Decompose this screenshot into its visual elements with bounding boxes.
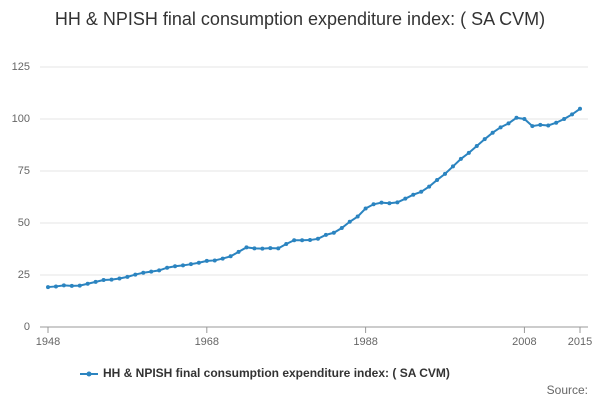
point xyxy=(546,123,551,128)
point xyxy=(403,196,408,201)
point xyxy=(498,125,503,130)
point xyxy=(308,238,313,243)
point xyxy=(157,268,162,273)
point xyxy=(562,117,567,121)
x-tick-label: 1968 xyxy=(195,336,219,348)
series-line xyxy=(47,107,581,289)
source: Source: xyxy=(547,383,588,397)
point xyxy=(300,238,305,243)
y-tick-label: 0 xyxy=(24,321,30,333)
point xyxy=(443,171,448,176)
point xyxy=(212,258,217,263)
x-tick-label: 2008 xyxy=(512,336,536,348)
point xyxy=(141,270,146,275)
point xyxy=(371,202,376,207)
y-tick-label: 75 xyxy=(18,165,30,177)
point xyxy=(165,265,170,270)
point xyxy=(252,246,257,251)
point xyxy=(339,225,344,230)
point xyxy=(260,246,265,251)
point xyxy=(220,256,225,261)
point xyxy=(458,156,463,161)
point xyxy=(331,230,336,235)
point xyxy=(514,115,519,120)
point xyxy=(538,122,543,127)
point xyxy=(395,200,400,205)
point xyxy=(419,189,424,194)
point xyxy=(53,284,58,289)
y-tick-label: 100 xyxy=(12,113,30,125)
point xyxy=(466,150,471,155)
point xyxy=(363,206,368,211)
y-tick-label: 25 xyxy=(18,269,30,281)
point xyxy=(530,124,535,129)
point xyxy=(77,283,82,288)
legend-marker xyxy=(86,371,92,377)
point xyxy=(411,192,416,197)
point xyxy=(244,245,249,250)
x-tick-label: 2015 xyxy=(568,336,592,348)
point xyxy=(109,277,114,282)
point xyxy=(482,137,487,142)
y-tick-label: 125 xyxy=(12,61,30,73)
point xyxy=(315,236,320,241)
legend-label: HH & NPISH final consumption expenditure… xyxy=(103,366,450,380)
point xyxy=(117,276,122,281)
point xyxy=(570,112,575,117)
point xyxy=(284,242,289,247)
point xyxy=(188,262,193,267)
point xyxy=(554,120,559,125)
point xyxy=(490,130,495,135)
point xyxy=(228,254,233,259)
x-tick-label: 1988 xyxy=(353,336,377,348)
point xyxy=(180,263,185,268)
point xyxy=(435,177,440,182)
point xyxy=(292,238,297,243)
point xyxy=(125,274,130,279)
point xyxy=(474,144,479,149)
point xyxy=(173,264,178,269)
point xyxy=(387,201,392,206)
point xyxy=(93,279,98,284)
point xyxy=(133,272,138,277)
point xyxy=(85,281,90,286)
point xyxy=(69,283,74,288)
point xyxy=(578,106,582,111)
point xyxy=(347,219,352,224)
chart-title: HH & NPISH final consumption expenditure… xyxy=(54,9,546,29)
point xyxy=(61,283,66,288)
x-tick-label: 1948 xyxy=(36,336,60,348)
point xyxy=(427,184,432,189)
y-tick-label: 50 xyxy=(18,217,30,229)
point xyxy=(355,214,360,219)
point xyxy=(149,269,154,274)
point xyxy=(196,260,201,265)
point xyxy=(236,249,241,254)
point xyxy=(204,258,209,263)
point xyxy=(506,121,511,126)
point xyxy=(46,285,50,290)
point xyxy=(101,277,106,282)
point xyxy=(522,117,527,121)
point xyxy=(379,200,384,205)
point xyxy=(276,246,281,251)
point xyxy=(323,232,328,237)
point xyxy=(268,246,273,251)
point xyxy=(450,164,455,169)
